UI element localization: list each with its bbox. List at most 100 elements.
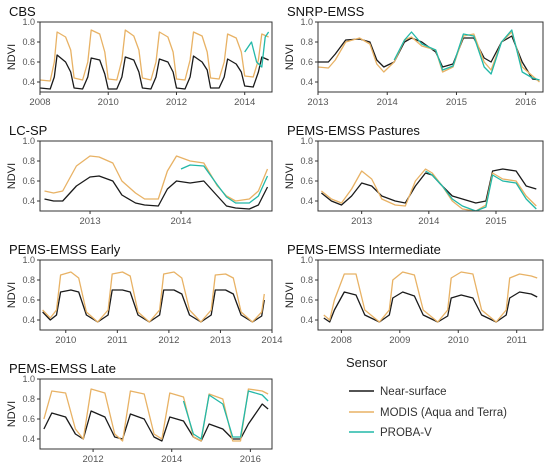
x-tick-label: 2014 <box>377 97 398 108</box>
y-tick-label: 0.6 <box>300 176 313 186</box>
series-line-proba-v <box>244 31 270 68</box>
x-tick-label: 2013 <box>210 335 231 346</box>
legend-label-near-surface: Near-surface <box>380 386 446 398</box>
x-tick-label: 2015 <box>485 216 506 227</box>
series-line-near-surface <box>40 54 269 90</box>
y-tick-label: 0.6 <box>22 176 35 186</box>
x-tick-label: 2010 <box>98 97 119 108</box>
y-axis-label: NDVI <box>284 282 296 308</box>
panel-5: PEMS-EMSS Early NDVI 0.4 0.6 0.8 1.0 2010 2011 2… <box>6 242 283 346</box>
x-tick-label: 2015 <box>446 97 467 108</box>
x-tick-label: 2012 <box>166 97 187 108</box>
panel-4: PEMS-EMSS Pastures NDVI 0.4 0.6 0.8 1.0 2013 20… <box>284 123 544 227</box>
y-axis-label: NDVI <box>6 282 18 308</box>
y-tick-label: 1.0 <box>22 374 35 384</box>
plot-frame <box>39 140 273 212</box>
y-tick-label: 1.0 <box>300 255 313 265</box>
panel-6: PEMS-EMSS Intermediate NDVI 0.4 0.6 0.8 1.0 20… <box>284 242 544 346</box>
x-tick-label: 2009 <box>389 335 410 346</box>
series-line-near-surface <box>318 35 540 81</box>
panel-title: PEMS-EMSS Early <box>9 242 121 257</box>
y-tick-label: 0.4 <box>22 434 35 444</box>
x-tick-label: 2010 <box>448 335 469 346</box>
y-tick-label: 1.0 <box>300 136 313 146</box>
series-line-proba-v <box>393 29 540 81</box>
y-tick-label: 0.4 <box>300 196 313 206</box>
x-tick-label: 2013 <box>351 216 372 227</box>
x-tick-label: 2014 <box>418 216 439 227</box>
x-tick-label: 2014 <box>261 335 282 346</box>
x-tick-label: 2013 <box>307 97 328 108</box>
series-line-near-surface <box>44 175 269 210</box>
y-axis-label: NDVI <box>6 401 18 427</box>
x-tick-label: 2011 <box>506 335 526 346</box>
series-line-modis <box>323 271 538 323</box>
y-tick-label: 0.8 <box>22 275 35 285</box>
x-tick-label: 2008 <box>331 335 352 346</box>
y-tick-label: 0.8 <box>300 156 313 166</box>
legend-label-modis: MODIS (Aqua and Terra) <box>380 407 507 419</box>
y-tick-label: 0.6 <box>300 295 313 305</box>
series-line-modis <box>43 388 269 442</box>
x-tick-label: 2012 <box>83 454 104 465</box>
series-line-near-surface <box>320 168 537 206</box>
y-tick-label: 0.6 <box>300 57 313 67</box>
panel-title: PEMS-EMSS Intermediate <box>287 242 441 257</box>
y-axis-label: NDVI <box>6 44 18 70</box>
y-tick-label: 0.8 <box>22 394 35 404</box>
y-tick-label: 1.0 <box>22 136 35 146</box>
x-tick-label: 2012 <box>158 335 179 346</box>
y-tick-label: 1.0 <box>22 255 35 265</box>
y-tick-label: 0.4 <box>300 315 313 325</box>
plot-frame <box>39 259 273 331</box>
plot-frame <box>39 378 273 450</box>
y-axis-label: NDVI <box>284 163 296 189</box>
panel-7: PEMS-EMSS Late NDVI 0.4 0.6 0.8 1.0 2012 2014 20… <box>6 361 273 465</box>
x-tick-label: 2016 <box>515 97 536 108</box>
x-tick-label: 2013 <box>79 216 100 227</box>
y-axis-label: NDVI <box>6 163 18 189</box>
panel-title: PEMS-EMSS Pastures <box>287 123 420 138</box>
legend-label-proba-v: PROBA-V <box>380 427 432 439</box>
y-tick-label: 0.8 <box>300 275 313 285</box>
x-tick-label: 2014 <box>234 97 255 108</box>
series-line-modis <box>320 168 537 211</box>
y-tick-label: 0.4 <box>22 315 35 325</box>
series-line-proba-v <box>425 170 537 211</box>
plot-frame <box>317 21 544 93</box>
y-axis-label: NDVI <box>284 44 296 70</box>
series-line-near-surface <box>323 291 538 323</box>
x-tick-label: 2008 <box>29 97 50 108</box>
panel-title: LC-SP <box>9 123 47 138</box>
y-tick-label: 0.4 <box>22 196 35 206</box>
plot-frame <box>39 21 273 93</box>
legend-title: Sensor <box>346 355 388 370</box>
series-line-modis <box>42 271 265 323</box>
y-tick-label: 0.6 <box>22 414 35 424</box>
y-tick-label: 1.0 <box>22 17 35 27</box>
series-line-modis <box>44 155 269 202</box>
y-tick-label: 1.0 <box>300 17 313 27</box>
x-tick-label: 2014 <box>170 216 191 227</box>
panel-title: CBS <box>9 4 36 19</box>
x-tick-label: 2014 <box>161 454 182 465</box>
series-line-proba-v <box>182 390 269 440</box>
series-line-near-surface <box>42 289 265 323</box>
y-tick-label: 0.4 <box>300 77 313 87</box>
panel-title: SNRP-EMSS <box>287 4 365 19</box>
panel-1: CBS NDVI 0.4 0.6 0.8 1.0 2008 2010 2012 2014 <box>6 4 273 108</box>
legend: Sensor Near-surface MODIS (Aqua and Terr… <box>346 355 507 439</box>
y-tick-label: 0.8 <box>300 37 313 47</box>
y-tick-label: 0.8 <box>22 37 35 47</box>
y-tick-label: 0.4 <box>22 77 35 87</box>
x-tick-label: 2011 <box>107 335 127 346</box>
x-tick-label: 2010 <box>55 335 76 346</box>
x-tick-label: 2016 <box>240 454 261 465</box>
series-line-modis <box>40 29 269 82</box>
y-tick-label: 0.8 <box>22 156 35 166</box>
y-tick-label: 0.6 <box>22 295 35 305</box>
panel-2: SNRP-EMSS NDVI 0.4 0.6 0.8 1.0 2013 2014 2015 201… <box>284 4 544 108</box>
plot-frame <box>317 140 544 212</box>
plot-frame <box>317 259 544 331</box>
